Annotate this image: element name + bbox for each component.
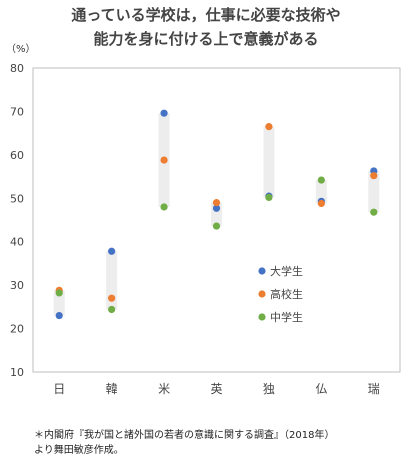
range-band-7	[368, 170, 380, 213]
y-tick-label-10: 10	[10, 366, 24, 379]
y-axis-unit-label: （%）	[6, 43, 36, 55]
point-series-3-cat-6	[317, 176, 325, 184]
point-series-2-cat-7	[370, 172, 378, 180]
x-tick-label-5: 独	[263, 382, 275, 396]
legend-marker-1	[258, 267, 266, 275]
point-series-1-cat-2	[108, 247, 116, 255]
legend-marker-3	[258, 313, 266, 321]
range-band-4	[211, 202, 222, 227]
y-tick-label-40: 40	[10, 236, 24, 249]
point-series-3-cat-7	[370, 208, 378, 216]
point-series-2-cat-6	[317, 199, 325, 208]
y-tick-label-80: 80	[10, 62, 24, 75]
point-series-3-cat-3	[160, 203, 168, 211]
point-series-1-cat-3	[160, 109, 168, 117]
x-tick-label-4: 英	[210, 382, 222, 396]
point-series-3-cat-1	[55, 289, 63, 297]
range-band-2	[106, 251, 118, 310]
point-series-1-cat-4	[212, 204, 221, 212]
point-series-3-cat-2	[108, 305, 116, 314]
range-band-5	[263, 126, 275, 198]
legend-label-1: 大学生	[270, 264, 303, 278]
x-tick-label-3: 米	[158, 382, 170, 396]
x-tick-label-6: 仏	[315, 382, 327, 396]
footnote-line-2: より舞田敏彦作成。	[34, 445, 124, 456]
point-series-3-cat-5	[265, 193, 273, 202]
point-series-2-cat-3	[160, 156, 168, 164]
point-series-3-cat-4	[212, 222, 221, 230]
y-tick-label-20: 20	[10, 323, 24, 336]
point-series-2-cat-4	[212, 199, 221, 207]
footnote-line-1: ＊内閣府『我が国と諸外国の若者の意識に関する調査』（2018年）	[34, 430, 335, 441]
x-tick-label-1: 日	[53, 382, 65, 396]
point-series-2-cat-2	[108, 294, 116, 302]
legend-label-3: 中学生	[270, 310, 303, 324]
point-series-2-cat-5	[265, 123, 273, 131]
range-band-6	[315, 180, 327, 204]
legend-marker-2	[258, 290, 266, 298]
chart-title-line-2: 能力を身に付ける上で意義がある	[93, 30, 318, 48]
y-tick-label-70: 70	[10, 105, 24, 118]
point-series-1-cat-1	[55, 311, 63, 320]
x-tick-label-7: 瑞	[368, 382, 380, 396]
legend-label-2: 高校生	[270, 287, 303, 301]
range-band-1	[53, 290, 65, 316]
plot-area-border	[32, 67, 401, 373]
x-tick-label-2: 韓	[106, 382, 118, 396]
y-tick-label-30: 30	[10, 279, 24, 292]
y-tick-label-50: 50	[10, 192, 24, 205]
y-tick-label-60: 60	[10, 149, 24, 162]
chart-title-line-1: 通っている学校は，仕事に必要な技術や	[71, 6, 340, 24]
